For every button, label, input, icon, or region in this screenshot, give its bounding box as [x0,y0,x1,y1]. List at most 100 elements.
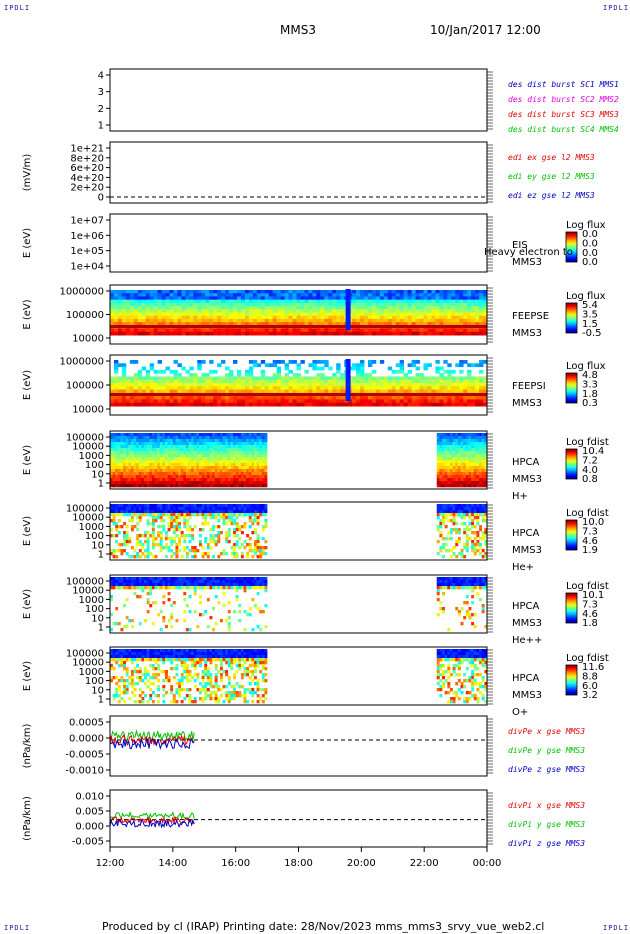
heat-cell [235,534,239,538]
heat-cell [123,451,127,455]
heat-cell [201,460,205,464]
heat-cell [230,484,234,488]
heat-cell [204,463,208,467]
heat-cell [227,510,231,514]
heat-cell [375,328,381,333]
heat-cell [212,555,216,559]
heat-cell [244,379,250,384]
heat-cell [167,478,171,482]
heat-cell [225,373,230,377]
heat-cell [403,373,409,377]
heat-cell [449,460,453,464]
heat-cell [206,475,210,479]
heat-cell [149,396,155,400]
heat-cell [252,389,258,394]
heat-cell [463,451,467,455]
heat-cell [256,293,262,297]
heat-cell [175,442,179,446]
heat-cell [375,399,381,404]
heat-cell [136,510,140,514]
heat-cell [476,457,480,461]
heat-cell [172,504,176,508]
heat-cell [324,363,329,368]
heat-cell [129,322,135,326]
heat-cell [120,577,124,581]
heat-cell [170,460,174,464]
heat-cell [465,549,469,553]
heat-cell [149,376,155,381]
heat-cell [431,299,436,304]
heat-cell [442,448,445,452]
colorbar-tick: 4.0 [582,465,598,476]
heat-cell [280,306,286,310]
heat-cell [387,379,393,384]
heat-cell [164,472,168,476]
heat-cell [449,445,453,449]
heat-cell [181,389,186,394]
heat-cell [455,399,460,404]
heat-cell [133,583,137,587]
heat-cell [151,469,155,473]
heat-cell [484,552,488,556]
heat-cell [379,399,385,404]
heat-cell [175,481,179,485]
heat-cell [442,478,445,482]
heat-cell [217,534,221,538]
heat-cell [240,525,244,529]
legend-entry: edi ez gse l2 MMS3 [508,191,595,200]
heat-cell [352,376,357,381]
heat-cell [225,389,230,394]
heat-cell [471,475,475,479]
heat-cell [180,451,184,455]
heat-cell [188,466,192,470]
heat-cell [431,396,436,400]
heat-cell [395,396,401,400]
heat-cell [371,331,377,336]
heat-cell [332,402,337,407]
heat-cell [157,586,161,590]
heat-cell [476,549,480,553]
heat-cell [162,525,166,529]
heat-cell [164,577,168,581]
heat-cell [191,472,195,476]
heat-cell [112,622,116,626]
heat-cell [240,439,244,443]
heat-cell [128,463,132,467]
heat-cell [463,510,467,514]
heat-cell [395,290,401,294]
heat-cell [460,466,464,470]
heat-cell [455,528,459,532]
heat-cell [479,475,483,479]
heat-cell [141,543,145,547]
heat-cell [159,537,163,541]
heat-cell [125,290,131,294]
heat-cell [110,628,113,632]
heat-cell [165,318,170,323]
heat-cell [149,322,155,326]
heat-cell [130,555,134,559]
heat-cell [383,322,389,326]
heat-cell [123,510,127,514]
heat-cell [332,306,337,310]
heat-cell [183,442,187,446]
heat-cell [189,315,194,320]
heat-cell [375,293,381,297]
heat-cell [133,299,139,304]
heat-cell [447,504,451,508]
heat-cell [457,531,461,535]
heat-cell [146,583,150,587]
heat-cell [387,366,393,371]
heat-cell [292,299,297,304]
heat-cell [296,322,301,326]
heat-cell [165,309,170,313]
heat-cell [138,454,142,458]
heat-cell [191,466,195,470]
heat-cell [356,402,361,407]
heat-cell [248,436,252,440]
heat-cell [253,519,257,523]
heat-cell [244,318,250,323]
heat-cell [157,504,161,508]
heat-cell [427,293,432,297]
heat-cell [447,463,451,467]
heat-cell [312,328,317,333]
